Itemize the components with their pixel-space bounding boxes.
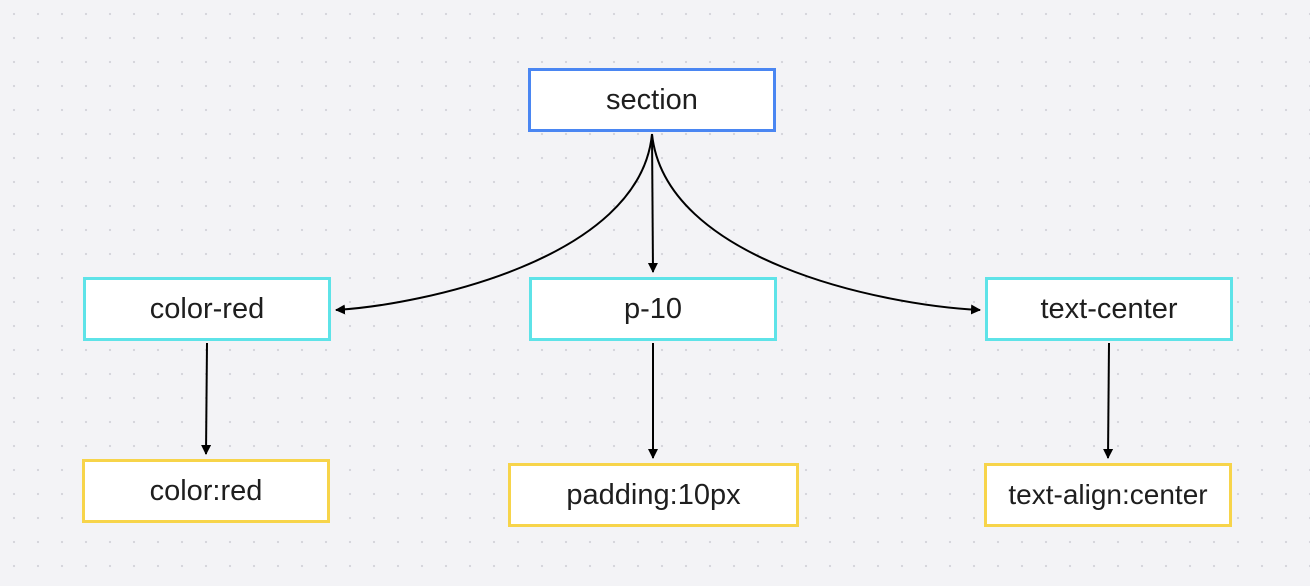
node-section-label: section: [606, 83, 698, 116]
edge-section-to-p-10: [647, 133, 658, 273]
edge-section-to-color-red: [335, 133, 653, 315]
edge-text-center-to-text-align: [1103, 342, 1114, 459]
node-color-red-css[interactable]: color:red: [82, 459, 330, 523]
node-color-red[interactable]: color-red: [83, 277, 331, 341]
node-text-align-css-label: text-align:center: [1008, 479, 1208, 510]
node-text-center[interactable]: text-center: [985, 277, 1233, 341]
node-text-center-label: text-center: [1040, 292, 1178, 325]
node-text-align-css[interactable]: text-align:center: [984, 463, 1232, 527]
edge-section-to-text-center: [651, 133, 981, 315]
node-section[interactable]: section: [528, 68, 776, 132]
node-p-10-label: p-10: [623, 292, 683, 325]
node-padding-css[interactable]: padding:10px: [508, 463, 799, 527]
edge-color-red-to-color: [201, 342, 212, 455]
node-color-red-css-label: color:red: [149, 474, 263, 507]
node-color-red-label: color-red: [149, 292, 265, 325]
node-padding-css-label: padding:10px: [566, 478, 741, 511]
node-p-10[interactable]: p-10: [529, 277, 777, 341]
